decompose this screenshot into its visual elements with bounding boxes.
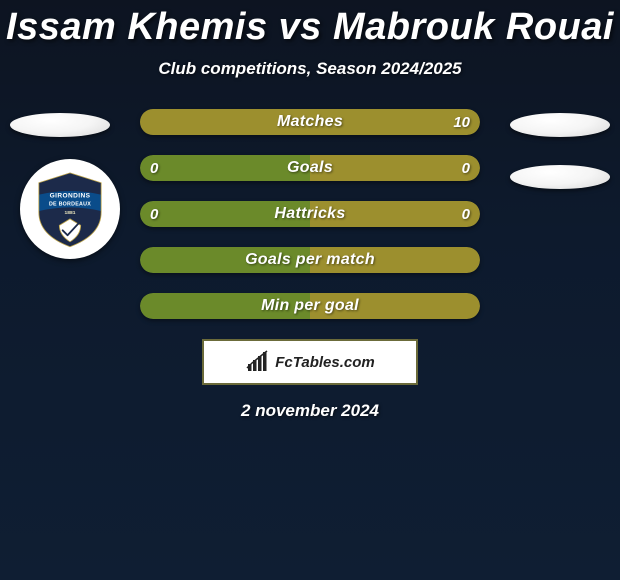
club-text-line2: DE BORDEAUX xyxy=(49,202,91,208)
stat-label: Hattricks xyxy=(140,201,480,227)
comparison-area: GIRONDINS DE BORDEAUX 1881 Matches 10 0 … xyxy=(0,109,620,421)
page-title: Issam Khemis vs Mabrouk Rouai xyxy=(0,0,620,49)
stat-label: Goals xyxy=(140,155,480,181)
bar-chart-icon xyxy=(245,350,269,374)
brand-box: FcTables.com xyxy=(202,339,418,385)
stat-bar: 0 Hattricks 0 xyxy=(140,201,480,227)
avatar-pill-right-1 xyxy=(510,113,610,137)
avatar-pill-right-2 xyxy=(510,165,610,189)
brand-text: FcTables.com xyxy=(275,354,374,371)
club-year: 1881 xyxy=(65,210,76,216)
avatar-pill-left-1 xyxy=(10,113,110,137)
stat-bar: Min per goal xyxy=(140,293,480,319)
club-text-line1: GIRONDINS xyxy=(50,193,91,200)
stat-bar: Matches 10 xyxy=(140,109,480,135)
club-crest-icon: GIRONDINS DE BORDEAUX 1881 xyxy=(29,168,111,250)
stat-right-value: 0 xyxy=(462,155,470,181)
stat-right-value: 10 xyxy=(453,109,470,135)
date-label: 2 november 2024 xyxy=(0,401,620,421)
stat-label: Goals per match xyxy=(140,247,480,273)
subtitle: Club competitions, Season 2024/2025 xyxy=(0,59,620,79)
stat-bar: 0 Goals 0 xyxy=(140,155,480,181)
stat-label: Min per goal xyxy=(140,293,480,319)
stat-bar: Goals per match xyxy=(140,247,480,273)
club-badge: GIRONDINS DE BORDEAUX 1881 xyxy=(20,159,120,259)
stat-bars: Matches 10 0 Goals 0 0 Hattricks 0 Goals… xyxy=(140,109,480,319)
stat-label: Matches xyxy=(140,109,480,135)
stat-right-value: 0 xyxy=(462,201,470,227)
